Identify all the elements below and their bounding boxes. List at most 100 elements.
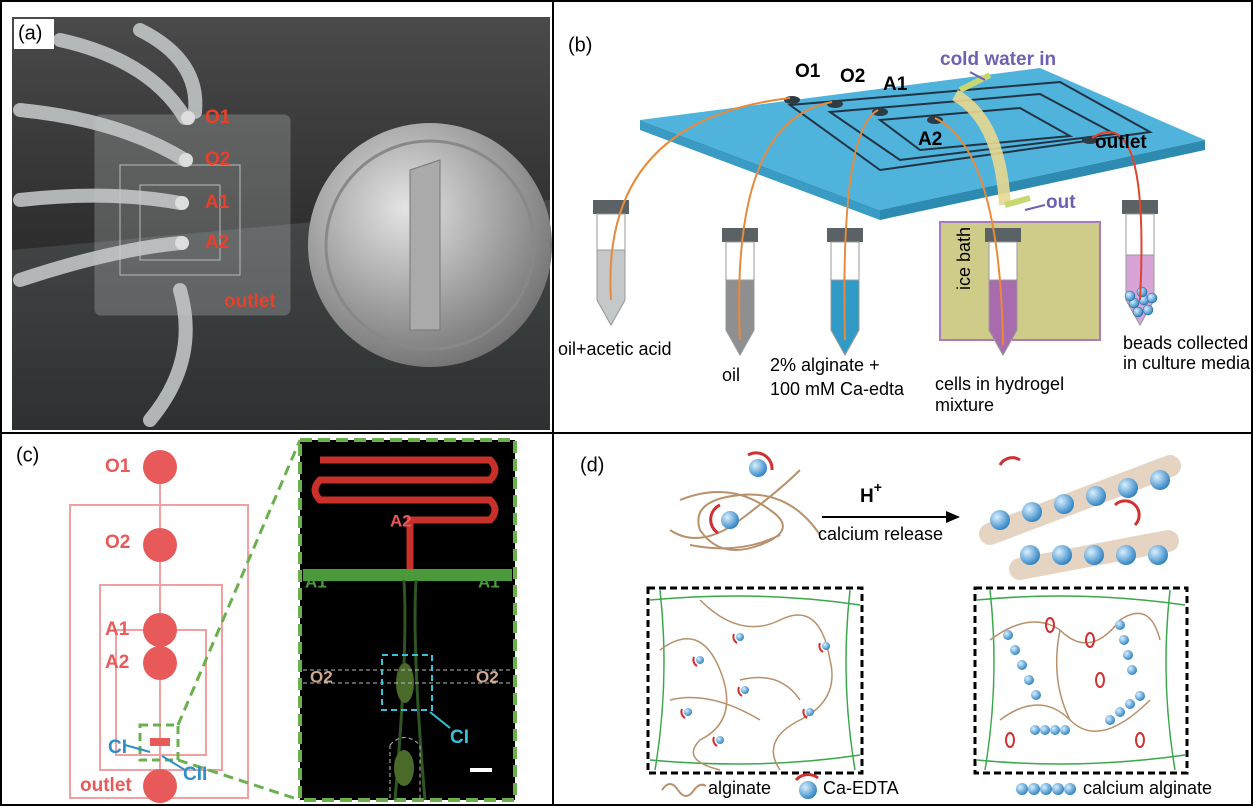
tube-label: oil+acetic acid: [558, 339, 672, 359]
tube-label: 100 mM Ca-edta: [770, 379, 905, 399]
shape: [796, 775, 818, 780]
shape: [470, 768, 492, 772]
port-label: A2: [205, 232, 229, 253]
shape: [985, 228, 1021, 242]
shape: [1040, 783, 1052, 795]
inset-label: A2: [390, 511, 412, 530]
bead: [1086, 486, 1106, 506]
legend-label: calcium alginate: [1083, 778, 1212, 798]
bead: [1127, 665, 1137, 675]
shape: [721, 511, 739, 529]
shape: [1052, 783, 1064, 795]
bead: [1024, 675, 1034, 685]
shape: [1028, 783, 1040, 795]
shape: [150, 738, 170, 746]
port-label: outlet: [80, 775, 132, 796]
inset-label: O2: [476, 667, 499, 686]
shape: [179, 153, 193, 167]
bead: [1054, 494, 1074, 514]
reagent-base: H: [860, 486, 874, 507]
port-label: O1: [105, 456, 131, 477]
reagent-sup: +: [874, 479, 882, 495]
bead: [822, 642, 830, 650]
shape: [946, 511, 960, 523]
bead: [806, 708, 814, 716]
panel-d: (d) H+ calcium release alginate Ca-EDTA …: [580, 453, 1212, 799]
annotation: out: [1046, 192, 1076, 213]
bead: [1050, 725, 1060, 735]
port-label: O2: [840, 66, 865, 87]
bead: [1084, 545, 1104, 565]
shape: [784, 96, 800, 104]
port-label: outlet: [1095, 132, 1147, 153]
shape: [990, 466, 1170, 569]
edta: [1086, 633, 1094, 647]
port-label: A1: [105, 619, 130, 640]
bead: [1119, 635, 1129, 645]
bead: [1030, 725, 1040, 735]
port-label: A2: [918, 129, 942, 150]
bead: [736, 633, 744, 641]
tube-label: cells in hydrogel: [935, 374, 1064, 394]
shape: [660, 600, 832, 770]
shape: [827, 100, 843, 108]
bead: [1125, 291, 1135, 301]
shape: [680, 492, 820, 550]
tube-label: 2% alginate +: [770, 355, 880, 375]
bead: [1003, 630, 1013, 640]
shape: [95, 115, 290, 315]
shape: [660, 600, 1160, 770]
port-label: O1: [795, 61, 821, 82]
shape: [143, 613, 177, 647]
shape: [410, 160, 440, 330]
panel-label: (b): [568, 34, 592, 56]
bead: [741, 686, 749, 694]
annotation: cold water in: [940, 49, 1056, 70]
figure: (a) O1 O2 A1 A2 outlet (b) cold water in…: [0, 0, 1253, 806]
shape: [394, 750, 414, 786]
shape: [1025, 205, 1045, 210]
shape: [681, 618, 1145, 747]
step-label: calcium release: [818, 524, 943, 544]
shape: [178, 440, 300, 725]
bead: [1020, 545, 1040, 565]
bead: [1147, 293, 1157, 303]
panel-a: (a) O1 O2 A1 A2 outlet: [12, 17, 552, 430]
bead: [1040, 725, 1050, 735]
bead: [696, 656, 704, 664]
bead: [990, 510, 1010, 530]
legend-label: alginate: [708, 778, 771, 798]
bead: [716, 736, 724, 744]
bead: [1135, 691, 1145, 701]
inset-label: A1: [305, 572, 327, 591]
shape: [20, 196, 180, 203]
bead: [1125, 699, 1135, 709]
bead: [1133, 307, 1143, 317]
port-label: O1: [205, 107, 231, 128]
shape: [662, 784, 706, 796]
bead: [1022, 502, 1042, 522]
bead: [1115, 707, 1125, 717]
shape: [143, 528, 177, 562]
shape: [722, 228, 758, 242]
annotation: ice bath: [954, 227, 974, 290]
tube-label: beads collected: [1123, 333, 1248, 353]
alginate-chain: [990, 466, 1170, 534]
panel-b: (b) cold water in O1 O2 A1 A2 outlet out…: [558, 34, 1251, 414]
inset-label: CI: [450, 727, 469, 748]
shape: [181, 111, 195, 125]
port-label: A1: [205, 192, 230, 213]
bead: [1137, 287, 1147, 297]
port-label: O2: [205, 149, 230, 170]
shape: [799, 781, 817, 799]
tube-label: mixture: [935, 395, 994, 415]
shape: [143, 450, 177, 484]
bead: [1116, 545, 1136, 565]
edta: [1136, 733, 1144, 747]
bead: [1150, 470, 1170, 490]
bead: [1118, 478, 1138, 498]
panel-label: (d): [580, 454, 604, 476]
panel-label: (a): [18, 22, 42, 44]
shape: [650, 590, 860, 770]
bead: [1105, 715, 1115, 725]
